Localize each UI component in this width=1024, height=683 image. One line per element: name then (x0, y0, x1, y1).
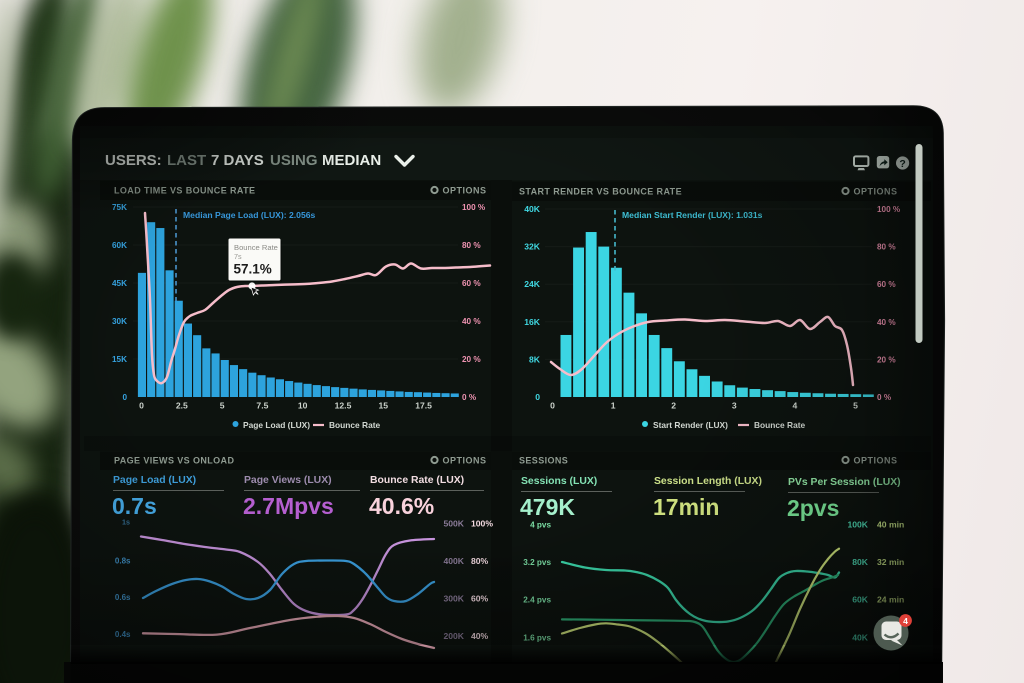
svg-text:4: 4 (903, 616, 908, 626)
